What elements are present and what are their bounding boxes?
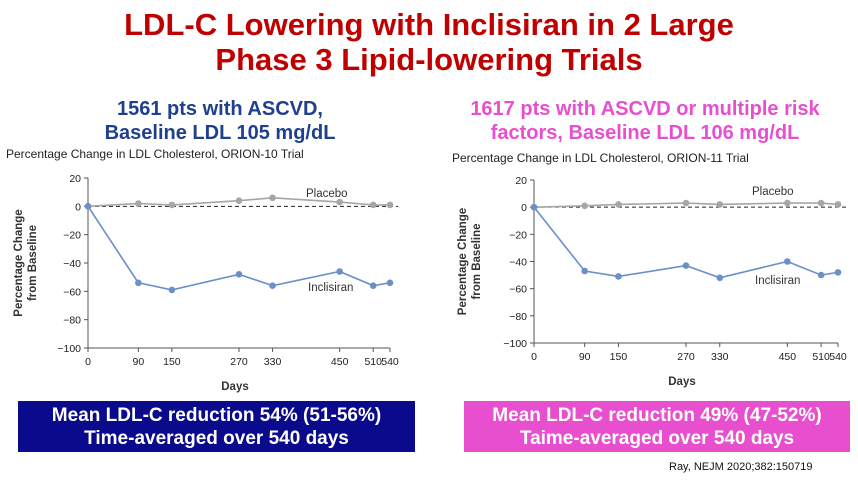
- y-tick-label: −20: [63, 230, 81, 242]
- placebo-data-point: [581, 202, 588, 210]
- inclisiran-data-point: [834, 269, 842, 276]
- x-axis-label: Days: [221, 381, 249, 393]
- placebo-data-point: [784, 199, 791, 207]
- left-chart-title: Percentage Change in LDL Cholesterol, OR…: [6, 147, 304, 161]
- placebo-data-point: [682, 199, 690, 207]
- placebo-data-point: [615, 201, 622, 208]
- placebo-series-label: Placebo: [306, 188, 348, 200]
- y-tick-label: −20: [509, 229, 527, 241]
- placebo-data-point: [135, 200, 142, 207]
- x-tick-label: 270: [230, 356, 248, 368]
- x-tick-label: 330: [711, 351, 729, 363]
- inclisiran-data-point: [682, 262, 690, 269]
- inclisiran-data-point: [235, 271, 243, 278]
- placebo-data-point: [168, 201, 176, 209]
- inclisiran-data-point: [168, 286, 176, 294]
- x-tick-label: 510: [364, 356, 382, 368]
- x-tick-label: 0: [531, 351, 537, 363]
- placebo-data-point: [336, 198, 343, 206]
- placebo-data-point: [269, 194, 276, 202]
- y-tick-label: −80: [509, 311, 527, 323]
- right-subtitle: 1617 pts with ASCVD or multiple risk fac…: [445, 97, 845, 145]
- y-tick-label: 20: [515, 175, 527, 187]
- x-tick-label: 90: [579, 351, 591, 363]
- inclisiran-data-point: [369, 282, 377, 289]
- inclisiran-data-point: [716, 274, 724, 282]
- inclisiran-data-point: [817, 271, 825, 279]
- placebo-data-point: [716, 201, 724, 208]
- placebo-data-point: [369, 201, 377, 209]
- inclisiran-series-label: Inclisiran: [755, 275, 800, 287]
- page-title-line2: Phase 3 Lipid-lowering Trials: [215, 42, 643, 77]
- orion-10-chart: 20 0 −20 −40 −60 −80 −100 0 90 150 270 330 450 510 540…: [13, 173, 399, 393]
- right-chart-title: Percentage Change in LDL Cholesterol, OR…: [452, 151, 749, 165]
- x-tick-label: 270: [677, 351, 695, 363]
- inclisiran-data-point: [784, 258, 791, 265]
- x-tick-label: 330: [264, 356, 282, 368]
- inclisiran-data-point: [84, 203, 92, 210]
- x-tick-label: 0: [85, 356, 91, 368]
- y-tick-label: −40: [63, 258, 81, 270]
- placebo-data-point: [834, 201, 842, 208]
- inclisiran-data-point: [615, 273, 622, 280]
- left-summary-box: Mean LDL-C reduction 54% (51-56%) Time-a…: [18, 401, 415, 452]
- citation: Ray, NEJM 2020;382:150719: [669, 461, 813, 473]
- placebo-series-line: [87, 197, 390, 208]
- x-tick-label: 450: [779, 351, 797, 363]
- y-tick-label: −80: [63, 315, 81, 327]
- page-title-line1: LDL-C Lowering with Inclisiran in 2 Larg…: [124, 7, 734, 42]
- right-subtitle-line2: factors, Baseline LDL 106 mg/dL: [490, 122, 800, 144]
- left-subtitle-line2: Baseline LDL 105 mg/dL: [104, 122, 336, 144]
- left-subtitle: 1561 pts with ASCVD, Baseline LDL 105 mg…: [40, 97, 400, 145]
- y-axis-label-line2: from Baseline: [471, 223, 483, 299]
- placebo-data-point: [817, 199, 825, 207]
- y-axis-label-line1: Percentage Change: [13, 209, 25, 316]
- y-tick-label: 0: [75, 201, 81, 213]
- x-tick-label: 150: [163, 356, 181, 368]
- inclisiran-data-point: [135, 279, 142, 287]
- inclisiran-series-line: [87, 205, 391, 291]
- y-axis-label-line2: from Baseline: [27, 225, 39, 301]
- y-axis-label-line1: Percentage Change: [457, 208, 469, 315]
- x-axis-label: Days: [668, 376, 696, 388]
- placebo-data-point: [235, 197, 243, 204]
- y-tick-label: −100: [503, 338, 527, 350]
- x-tick-label: 540: [829, 351, 847, 363]
- orion-11-chart: 20 0 −20 −40 −60 −80 −100 0 90 150 270 330 450 510 540…: [457, 175, 847, 388]
- x-tick-label: 450: [331, 356, 349, 368]
- y-tick-label: −40: [509, 257, 527, 269]
- y-tick-label: 0: [521, 202, 527, 214]
- left-summary-line1: Mean LDL-C reduction 54% (51-56%): [51, 405, 382, 426]
- placebo-series-line: [533, 202, 839, 208]
- x-tick-label: 90: [132, 356, 144, 368]
- right-subtitle-line1: 1617 pts with ASCVD or multiple risk: [470, 98, 820, 120]
- y-tick-label: −60: [63, 286, 81, 298]
- right-summary-line2: Taime-averaged over 540 days: [519, 428, 795, 449]
- x-tick-label: 150: [610, 351, 628, 363]
- inclisiran-data-point: [530, 203, 538, 211]
- placebo-series-label: Placebo: [752, 186, 794, 198]
- inclisiran-data-point: [386, 279, 394, 287]
- right-summary-line1: Mean LDL-C reduction 49% (47-52%): [492, 405, 822, 426]
- inclisiran-data-point: [581, 267, 588, 275]
- inclisiran-data-point: [336, 268, 343, 275]
- inclisiran-series-line: [533, 206, 839, 279]
- inclisiran-data-point: [269, 282, 276, 289]
- x-tick-label: 510: [812, 351, 830, 363]
- placebo-data-point: [386, 201, 394, 209]
- left-subtitle-line1: 1561 pts with ASCVD,: [117, 98, 323, 120]
- y-tick-label: −100: [57, 343, 81, 355]
- right-summary-box: Mean LDL-C reduction 49% (47-52%) Taime-…: [464, 401, 850, 452]
- y-tick-label: 20: [69, 173, 81, 185]
- left-summary-line2: Time-averaged over 540 days: [84, 428, 349, 449]
- inclisiran-series-label: Inclisiran: [308, 282, 353, 294]
- y-tick-label: −60: [509, 284, 527, 296]
- x-tick-label: 540: [381, 356, 399, 368]
